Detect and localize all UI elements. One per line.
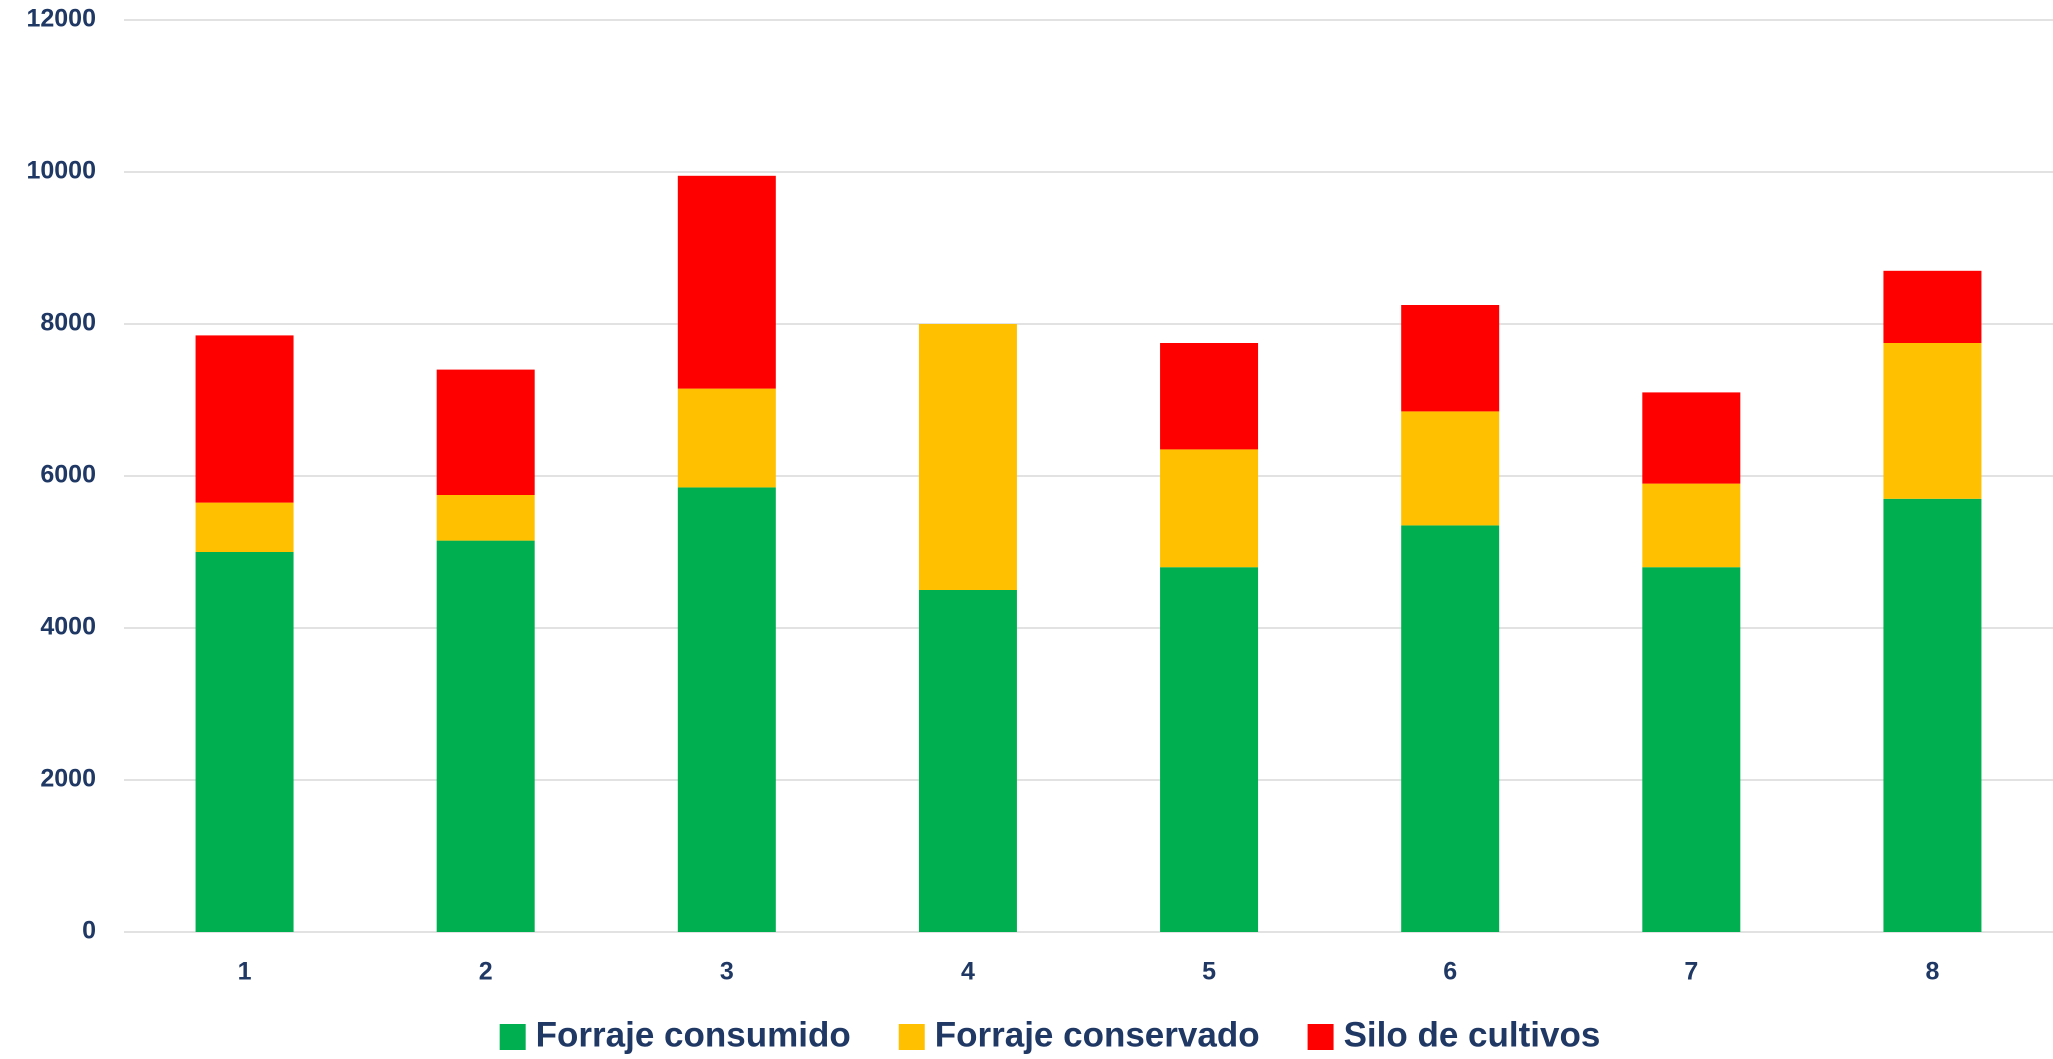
bar-segment [1642,483,1741,568]
bar-segment [195,552,294,932]
x-tick-label: 1 [238,958,252,986]
bar-segment [436,495,535,541]
bar-segment [677,388,776,488]
x-tick-label: 6 [1443,958,1457,986]
bar-segment [436,540,535,932]
y-tick-label: 10000 [26,157,96,185]
y-tick-label: 8000 [40,309,96,337]
x-tick-label: 4 [961,958,975,986]
x-tick-label: 8 [1925,958,1939,986]
legend-label: Forraje consumido [536,1015,851,1054]
bar-segment [1883,270,1982,343]
bar-segment [1160,449,1259,568]
y-tick-label: 6000 [40,461,96,489]
legend-label: Silo de cultivos [1344,1015,1601,1054]
y-tick-label: 4000 [40,613,96,641]
y-tick-label: 2000 [40,765,96,793]
legend-label: Forraje conservado [935,1015,1260,1054]
bar-segment [1642,567,1741,932]
bar-segment [1401,525,1500,932]
bar-segment [1401,305,1500,412]
x-tick-label: 3 [720,958,734,986]
x-tick-label: 2 [479,958,493,986]
legend-swatch [499,1024,526,1050]
bar-segment [195,502,294,552]
x-tick-label: 5 [1202,958,1216,986]
y-tick-label: 0 [82,917,96,945]
bar-segment [1160,343,1259,450]
y-tick-label: 12000 [26,5,96,33]
bar-segment [1883,343,1982,499]
bar-segment [1883,498,1982,932]
legend-swatch [898,1024,925,1050]
x-tick-label: 7 [1684,958,1698,986]
bar-segment [918,324,1017,590]
bar-segment [918,590,1017,932]
bar-segment [1160,567,1259,932]
bar-segment [195,335,294,503]
legend-swatch [1307,1024,1334,1050]
bar-segment [1401,411,1500,526]
bar-segment [677,175,776,389]
bar-segment [436,369,535,495]
bar-segment [1642,392,1741,484]
bar-segment [677,487,776,932]
